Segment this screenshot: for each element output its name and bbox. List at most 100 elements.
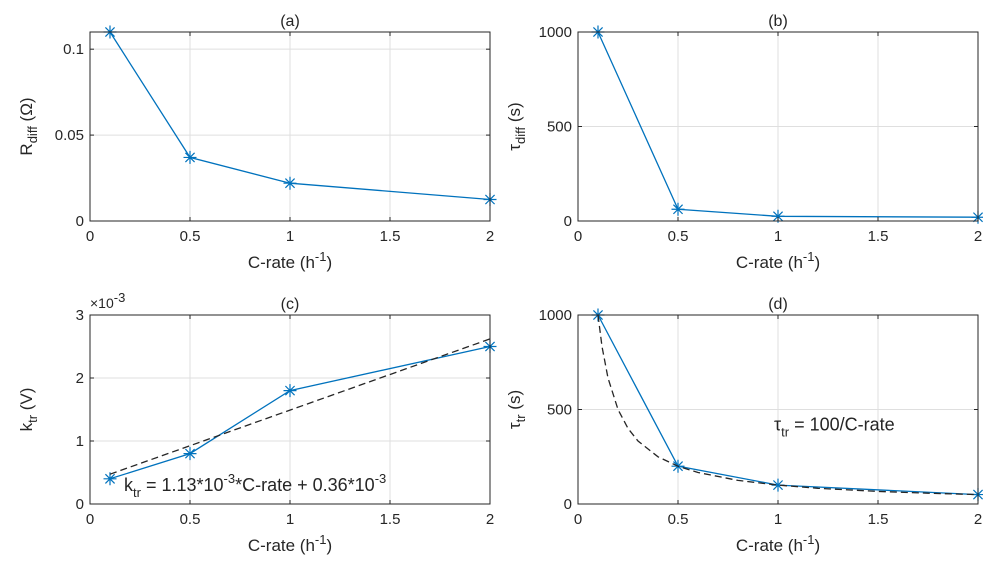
y-label-base: k [17,422,36,431]
x-axis-label: C-rate (h-1) [736,249,820,272]
x-tick-label: 1 [286,228,294,245]
y-axis-exponent: ×10-3 [90,290,125,311]
y-tick-label: 2 [76,370,84,387]
y-tick-label: 500 [547,402,572,419]
panel-b: 0 0.5 1 1.5 2 0 500 1000 (b) C-rate (h-1) τdiff (s… [505,13,983,272]
x-label-base: C-rate (h [736,253,803,272]
x-tick-label: 1.5 [868,228,889,245]
fit-line [597,314,979,496]
x-axis-label: C-rate (h-1) [736,532,820,555]
data-line [597,31,979,218]
data-point-marker [671,202,685,216]
x-tick-label: 0 [86,511,94,528]
y-axis-label: Rdiff (Ω) [17,97,40,155]
x-label-base: C-rate (h [248,536,315,555]
y-label-sub: diff [25,126,40,143]
x-tick-label: 2 [486,228,494,245]
exponent-sup: -3 [114,290,126,305]
y-label-base: R [17,143,36,155]
equation-annotation: τtr = 100/C-rate [774,414,895,439]
x-tick-label: 0.5 [180,511,201,528]
y-axis-label: τdiff (s) [505,102,528,150]
x-label-tail: ) [814,536,820,555]
x-label-sup: -1 [803,249,815,264]
x-axis-label: C-rate (h-1) [248,532,332,555]
y-tick-label: 0.05 [55,127,84,144]
data-point-marker [183,150,197,164]
y-tick-label: 3 [76,307,84,324]
y-tick-label: 1 [76,433,84,450]
x-tick-label: 0 [574,511,582,528]
x-axis-label: C-rate (h-1) [248,249,332,272]
data-line [109,31,491,201]
x-tick-label: 0.5 [668,228,689,245]
data-point-marker [283,384,297,398]
panel-title: (b) [768,13,788,30]
y-tick-label: 1000 [539,307,572,324]
y-label-base: τ [505,422,524,429]
annotation-part: tr [781,424,790,439]
y-label-tail: (Ω) [17,97,36,126]
x-label-tail: ) [326,536,332,555]
x-label-base: C-rate (h [248,253,315,272]
y-axis-label: τtr (s) [505,390,528,429]
fit-line [109,338,491,475]
x-label-sup: -1 [315,249,327,264]
x-label-base: C-rate (h [736,536,803,555]
annotation-part: k [124,475,134,495]
x-tick-label: 1 [286,511,294,528]
y-label-base: τ [505,144,524,151]
x-tick-label: 0.5 [668,511,689,528]
annotation-part: = 1.13*10 [141,475,224,495]
annotation-part: = 100/C-rate [789,414,895,434]
data-line [109,345,491,480]
x-tick-label: 1.5 [380,511,401,528]
exponent-base: ×10 [90,295,114,311]
x-tick-label: 1 [774,228,782,245]
x-tick-label: 0 [574,228,582,245]
x-tick-label: 1.5 [380,228,401,245]
x-label-sup: -1 [803,532,815,547]
y-tick-label: 0 [76,496,84,513]
x-tick-label: 1.5 [868,511,889,528]
annotation-part: tr [133,485,142,500]
y-label-tail: (s) [505,102,524,127]
x-tick-label: 2 [486,511,494,528]
y-tick-label: 500 [547,119,572,136]
data-point-marker [283,176,297,190]
data-line [597,314,979,496]
annotation-part: τ [774,414,781,434]
y-axis-label: ktr (V) [17,388,40,432]
x-tick-label: 2 [974,511,982,528]
x-label-tail: ) [814,253,820,272]
panel-title: (d) [768,296,788,313]
y-tick-label: 1000 [539,24,572,41]
data-point-marker [183,447,197,461]
x-label-sup: -1 [315,532,327,547]
y-label-tail: (s) [505,390,524,415]
y-tick-label: 0.1 [63,41,84,58]
y-tick-label: 0 [76,213,84,230]
y-tick-label: 0 [564,496,572,513]
x-label-tail: ) [326,253,332,272]
panel-a: 0 0.5 1 1.5 2 0 0.05 0.1 (a) C-rate (h-1) Rdiff (Ω… [17,13,497,272]
data-point-marker [771,478,785,492]
panel-title: (a) [280,13,300,30]
x-tick-label: 0.5 [180,228,201,245]
equation-annotation: ktr = 1.13*10-3*C-rate + 0.36*10-3 [124,471,386,500]
panel-title: (c) [281,296,300,313]
y-label-sub: tr [25,414,40,423]
x-tick-label: 1 [774,511,782,528]
y-label-sub: diff [513,126,528,143]
y-tick-label: 0 [564,213,572,230]
annotation-part: -3 [224,471,236,486]
annotation-part: *C-rate + 0.36*10 [235,475,375,495]
data-point-marker [103,472,117,486]
y-label-sub: tr [513,414,528,423]
x-tick-label: 2 [974,228,982,245]
x-tick-label: 0 [86,228,94,245]
y-label-tail: (V) [17,388,36,415]
